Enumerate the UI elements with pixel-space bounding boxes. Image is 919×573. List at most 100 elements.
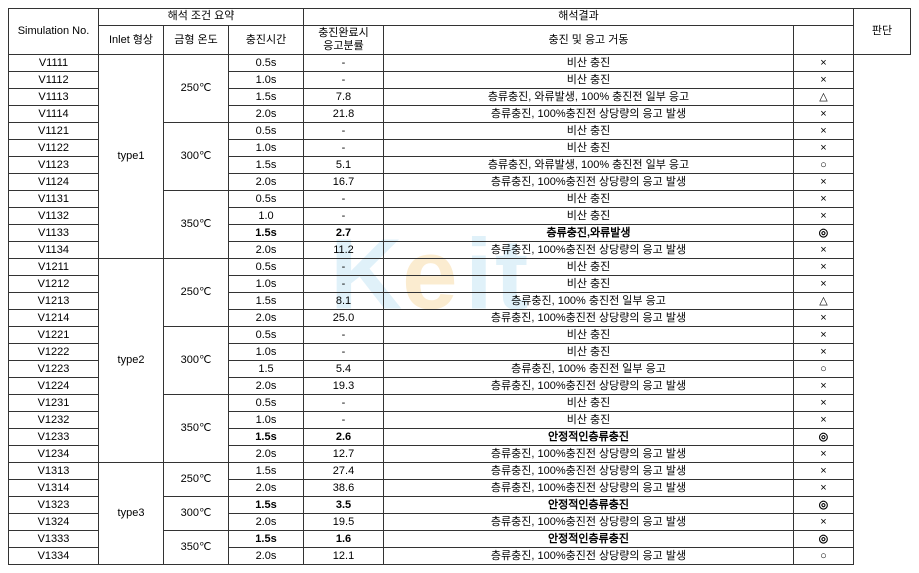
cell-behavior: 층류충진, 100%충진전 상당량의 응고 발생 — [384, 242, 794, 259]
table-row: V1111type1250℃0.5s-비산 충진× — [9, 55, 911, 72]
cell-mold-temp: 300℃ — [164, 123, 229, 191]
cell-fill-time: 0.5s — [229, 191, 304, 208]
header-row-1: Simulation No. 해석 조건 요약 해석결과 판단 — [9, 9, 911, 26]
header-row-2: Inlet 형상 금형 온도 충진시간 충진완료시 응고분률 충진 및 응고 거… — [9, 26, 911, 55]
cell-fill-time: 1.0 — [229, 208, 304, 225]
cell-fill-time: 1.5s — [229, 293, 304, 310]
cell-solid-frac: 12.1 — [304, 548, 384, 565]
cell-behavior: 층류충진, 100%충진전 상당량의 응고 발생 — [384, 446, 794, 463]
cell-sim-no: V1131 — [9, 191, 99, 208]
cell-judgement: × — [793, 344, 853, 361]
cell-behavior: 비산 충진 — [384, 327, 794, 344]
cell-judgement: × — [793, 242, 853, 259]
cell-judgement: × — [793, 208, 853, 225]
cell-fill-time: 1.0s — [229, 412, 304, 429]
cell-sim-no: V1313 — [9, 463, 99, 480]
cell-sim-no: V1314 — [9, 480, 99, 497]
cell-solid-frac: - — [304, 412, 384, 429]
cell-judgement: × — [793, 191, 853, 208]
cell-behavior: 안정적인층류충진 — [384, 531, 794, 548]
col-behavior: 충진 및 응고 거동 — [384, 26, 794, 55]
cell-sim-no: V1223 — [9, 361, 99, 378]
cell-fill-time: 0.5s — [229, 395, 304, 412]
cell-mold-temp: 250℃ — [164, 463, 229, 497]
cell-behavior: 층류충진, 100%충진전 상당량의 응고 발생 — [384, 514, 794, 531]
cell-judgement: × — [793, 378, 853, 395]
cell-mold-temp: 350℃ — [164, 531, 229, 565]
cell-judgement: × — [793, 123, 853, 140]
cell-behavior: 층류충진, 100%충진전 상당량의 응고 발생 — [384, 310, 794, 327]
cell-sim-no: V1134 — [9, 242, 99, 259]
cell-fill-time: 1.5s — [229, 89, 304, 106]
cell-mold-temp: 300℃ — [164, 327, 229, 395]
cell-solid-frac: 1.6 — [304, 531, 384, 548]
cell-judgement: × — [793, 327, 853, 344]
col-mold-temp: 금형 온도 — [164, 26, 229, 55]
cell-solid-frac: - — [304, 123, 384, 140]
cell-fill-time: 2.0s — [229, 310, 304, 327]
cell-behavior: 층류충진, 100%충진전 상당량의 응고 발생 — [384, 106, 794, 123]
table-body: V1111type1250℃0.5s-비산 충진×V11121.0s-비산 충진… — [9, 55, 911, 565]
cell-judgement: × — [793, 446, 853, 463]
cell-sim-no: V1112 — [9, 72, 99, 89]
cell-sim-no: V1123 — [9, 157, 99, 174]
cell-solid-frac: 12.7 — [304, 446, 384, 463]
cell-solid-frac: 16.7 — [304, 174, 384, 191]
cell-judgement: × — [793, 55, 853, 72]
cell-fill-time: 2.0s — [229, 446, 304, 463]
cell-behavior: 비산 충진 — [384, 259, 794, 276]
cell-solid-frac: - — [304, 259, 384, 276]
cell-sim-no: V1113 — [9, 89, 99, 106]
cell-solid-frac: 19.3 — [304, 378, 384, 395]
cell-behavior: 층류충진, 와류발생, 100% 충진전 일부 응고 — [384, 157, 794, 174]
cell-sim-no: V1224 — [9, 378, 99, 395]
cell-behavior: 비산 충진 — [384, 140, 794, 157]
cell-sim-no: V1124 — [9, 174, 99, 191]
cell-mold-temp: 250℃ — [164, 259, 229, 327]
cell-judgement: ◎ — [793, 497, 853, 514]
cell-solid-frac: 19.5 — [304, 514, 384, 531]
cell-behavior: 층류충진, 100% 충진전 일부 응고 — [384, 361, 794, 378]
cell-behavior: 비산 충진 — [384, 276, 794, 293]
cell-judgement: × — [793, 259, 853, 276]
cell-judgement: × — [793, 72, 853, 89]
cell-sim-no: V1211 — [9, 259, 99, 276]
cell-judgement: △ — [793, 89, 853, 106]
cell-solid-frac: - — [304, 208, 384, 225]
cell-solid-frac: 8.1 — [304, 293, 384, 310]
cell-inlet-type: type1 — [99, 55, 164, 259]
cell-fill-time: 0.5s — [229, 55, 304, 72]
cell-solid-frac: - — [304, 344, 384, 361]
cell-behavior: 층류충진,와류발생 — [384, 225, 794, 242]
cell-behavior: 비산 충진 — [384, 191, 794, 208]
cell-judgement: ○ — [793, 157, 853, 174]
cell-sim-no: V1133 — [9, 225, 99, 242]
cell-sim-no: V1213 — [9, 293, 99, 310]
cell-behavior: 비산 충진 — [384, 395, 794, 412]
cell-behavior: 층류충진, 100%충진전 상당량의 응고 발생 — [384, 463, 794, 480]
col-sim-no: Simulation No. — [9, 9, 99, 55]
cell-solid-frac: 5.4 — [304, 361, 384, 378]
cell-fill-time: 2.0s — [229, 174, 304, 191]
cell-solid-frac: 7.8 — [304, 89, 384, 106]
cell-solid-frac: 2.7 — [304, 225, 384, 242]
cell-behavior: 비산 충진 — [384, 72, 794, 89]
cell-solid-frac: 21.8 — [304, 106, 384, 123]
cell-solid-frac: - — [304, 191, 384, 208]
cell-judgement: × — [793, 174, 853, 191]
cell-judgement: × — [793, 480, 853, 497]
cell-fill-time: 1.5s — [229, 463, 304, 480]
cell-judgement: ◎ — [793, 225, 853, 242]
col-cond-summary: 해석 조건 요약 — [99, 9, 304, 26]
cell-fill-time: 2.0s — [229, 106, 304, 123]
table-row: V1211type2250℃0.5s-비산 충진× — [9, 259, 911, 276]
cell-solid-frac: - — [304, 72, 384, 89]
cell-judgement: ◎ — [793, 531, 853, 548]
cell-behavior: 층류충진, 100%충진전 상당량의 응고 발생 — [384, 480, 794, 497]
cell-solid-frac: - — [304, 140, 384, 157]
cell-judgement: ○ — [793, 548, 853, 565]
cell-behavior: 층류충진, 100% 충진전 일부 응고 — [384, 293, 794, 310]
cell-solid-frac: 11.2 — [304, 242, 384, 259]
cell-fill-time: 1.0s — [229, 72, 304, 89]
cell-fill-time: 0.5s — [229, 327, 304, 344]
